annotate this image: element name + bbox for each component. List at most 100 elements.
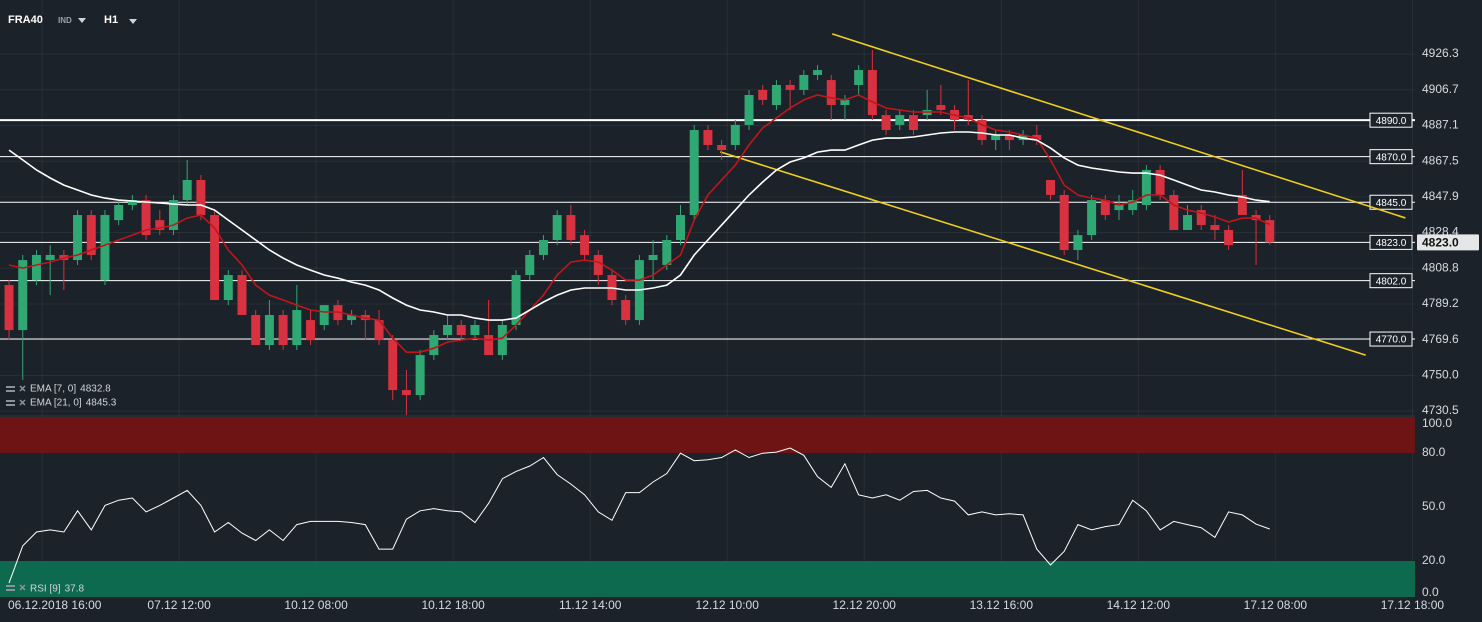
candle-body (1045, 180, 1055, 195)
dropdown-icon[interactable] (78, 18, 86, 23)
last-price-tag (1417, 234, 1479, 251)
rsi-tick-label: 50.0 (1422, 499, 1446, 513)
level-layer: 4890.0 4870.0 4845.0 4823.0 4802.0 4770.0 (0, 112, 1415, 347)
candle-body (1141, 169, 1151, 205)
candle-body (566, 215, 576, 241)
level-tag (1369, 149, 1413, 165)
y-tick-label: 4730.5 (1422, 403, 1459, 417)
trendline (720, 151, 1366, 356)
candle-body (127, 200, 137, 205)
candle-body (703, 130, 713, 145)
symbol[interactable]: FRA40 (8, 14, 43, 26)
candle-body (1087, 200, 1097, 236)
x-tick-label: 11.12 14:00 (559, 598, 622, 612)
level-label: 4870.0 (1376, 152, 1407, 163)
y-tick-label: 4789.2 (1422, 296, 1459, 310)
candle-body (18, 260, 28, 331)
candle-body (1128, 200, 1138, 211)
candle-body (1114, 204, 1124, 211)
candle-body (196, 180, 206, 216)
candle-body (717, 144, 727, 151)
candle-body (813, 70, 823, 75)
dropdown-icon[interactable] (129, 19, 137, 24)
rsi-tick-label: 100.0 (1422, 416, 1452, 430)
candle-body (593, 254, 603, 276)
x-tick-label: 13.12 16:00 (970, 598, 1034, 612)
candle-body (415, 355, 425, 396)
candle-body (1224, 229, 1234, 246)
legend-value: 4845.3 (86, 398, 117, 409)
candle-body (744, 95, 754, 125)
candle-body (306, 320, 316, 341)
level-label: 4802.0 (1376, 276, 1407, 287)
y-tick-label: 4906.7 (1422, 82, 1459, 96)
candle-body (1169, 194, 1179, 230)
candle-body (867, 70, 877, 116)
candle-body (73, 215, 83, 261)
legend-value: 37.8 (65, 584, 85, 595)
candle-body (552, 215, 562, 241)
overbought-band (0, 417, 1415, 453)
oversold-band (0, 561, 1415, 597)
level-label: 4845.0 (1376, 198, 1407, 209)
candle-body (251, 314, 261, 346)
candle-body (1265, 220, 1275, 243)
price-panel (0, 0, 1415, 416)
y-tick-label: 4750.0 (1422, 368, 1459, 382)
x-tick-label: 07.12 12:00 (147, 598, 211, 612)
y-tick-label: 4887.1 (1422, 118, 1459, 132)
x-tick-label: 10.12 18:00 (421, 598, 485, 612)
level-tag (1369, 112, 1413, 128)
timeframe[interactable]: H1 (104, 14, 118, 26)
level-tag (1369, 194, 1413, 210)
candle-layer (4, 49, 1275, 416)
candle-body (141, 200, 151, 236)
level-label: 4823.0 (1376, 238, 1407, 249)
candle-body (100, 215, 110, 281)
candle-body (580, 235, 590, 255)
candle-body (114, 204, 124, 221)
price-axis (1415, 0, 1482, 622)
level-tag (1369, 331, 1413, 347)
y-tick-label: 4808.8 (1422, 260, 1459, 274)
rsi-tick-label: 80.0 (1422, 445, 1446, 459)
candle-body (497, 324, 507, 356)
level-label: 4890.0 (1376, 116, 1407, 127)
level-label: 4770.0 (1376, 335, 1407, 346)
legend-name: EMA [7, 0] (30, 384, 76, 395)
candle-body (456, 324, 466, 336)
candle-body (1237, 194, 1247, 216)
candle-body (484, 335, 494, 356)
y-tick-label: 4867.5 (1422, 153, 1459, 167)
candle-body (648, 254, 658, 261)
level-tag (1369, 234, 1413, 250)
candle-body (264, 314, 274, 346)
candle-body (401, 390, 411, 396)
legend-close-icons[interactable] (19, 385, 26, 591)
y-tick-label: 4847.9 (1422, 189, 1459, 203)
candle-body (347, 314, 357, 321)
candle-body (45, 254, 55, 261)
label-layer: 4926.34906.74887.14867.54847.94828.44808… (8, 46, 1479, 612)
candle-body (840, 99, 850, 106)
legend-icons (6, 386, 15, 591)
x-tick-label: 17.12 18:00 (1381, 598, 1445, 612)
candle-body (31, 254, 41, 281)
candle-body (525, 254, 535, 276)
x-tick-label: 17.12 08:00 (1244, 598, 1308, 612)
legend-name: RSI [9] (30, 584, 61, 595)
candle-body (470, 324, 480, 336)
rsi-tick-label: 0.0 (1422, 585, 1439, 599)
candle-body (799, 74, 809, 90)
candle-body (443, 324, 453, 336)
market: IND (58, 16, 72, 25)
candle-body (854, 70, 864, 85)
candle-body (4, 285, 14, 331)
ema-line (8, 94, 1271, 353)
candle-body (895, 115, 905, 125)
level-tag (1369, 273, 1413, 289)
candle-body (881, 115, 891, 131)
candle-body (388, 340, 398, 391)
candle-body (936, 105, 946, 110)
